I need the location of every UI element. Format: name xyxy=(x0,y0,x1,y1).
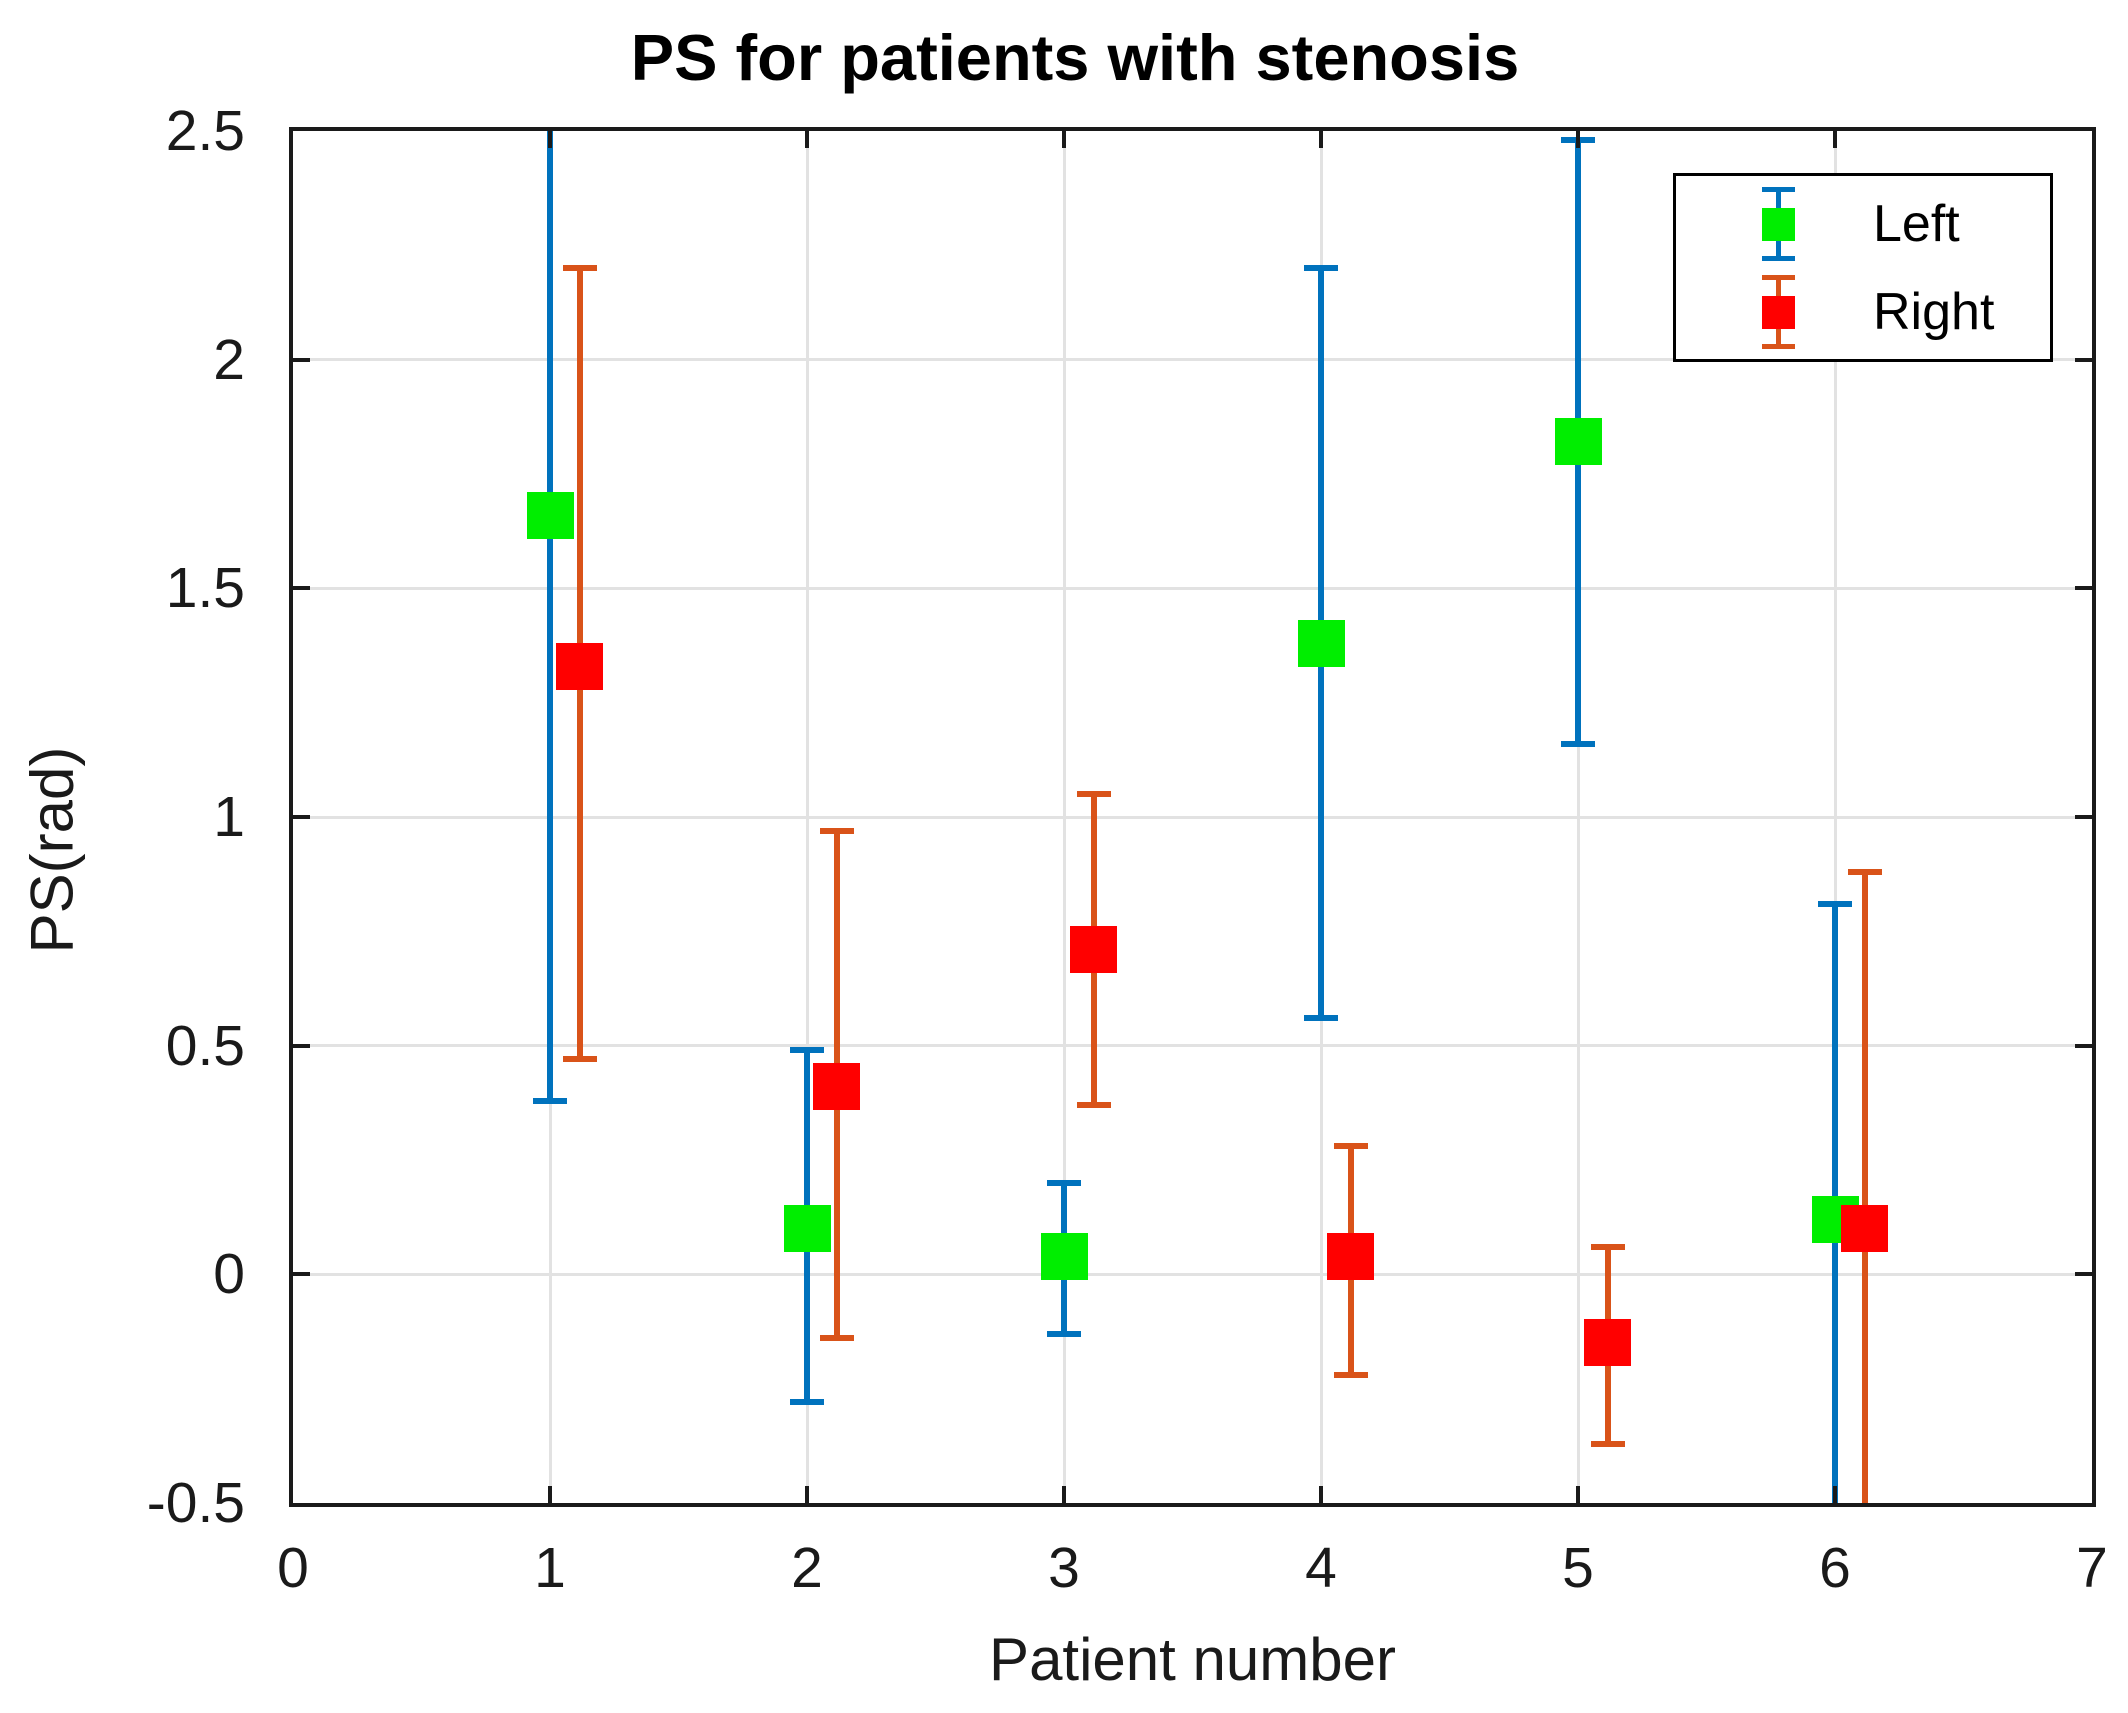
error-bar-cap-lo-right-5 xyxy=(1590,1440,1625,1447)
legend-square-marker xyxy=(1762,295,1795,329)
x-tick-top-5 xyxy=(1576,131,1580,148)
marker-left-patient-2 xyxy=(783,1205,831,1253)
x-tick-top-3 xyxy=(1062,131,1066,148)
gridline-y-1 xyxy=(293,815,2092,819)
x-tick-label-0: 0 xyxy=(277,1536,309,1600)
y-tick-left-0.5 xyxy=(293,1043,310,1048)
marker-right-patient-1 xyxy=(556,642,604,690)
marker-left-patient-5 xyxy=(1554,418,1602,466)
legend-item-right: Right xyxy=(1676,268,2050,356)
marker-right-patient-3 xyxy=(1070,926,1118,974)
y-tick-label-0: 0 xyxy=(213,1242,245,1307)
x-tick-label-7: 7 xyxy=(2076,1536,2108,1600)
y-axis-label: PS(rad) xyxy=(18,746,86,954)
marker-left-patient-1 xyxy=(526,491,574,539)
x-tick-bottom-5 xyxy=(1576,1486,1580,1503)
y-tick-right-0 xyxy=(2075,1272,2092,1277)
legend-label-right: Right xyxy=(1873,283,1995,341)
x-tick-top-4 xyxy=(1319,131,1323,148)
marker-left-patient-4 xyxy=(1297,619,1345,667)
x-tick-label-4: 4 xyxy=(1305,1536,1337,1600)
x-tick-bottom-4 xyxy=(1319,1486,1323,1503)
x-tick-label-5: 5 xyxy=(1562,1536,1594,1600)
legend-label-left: Left xyxy=(1873,195,1960,253)
y-tick-left-1 xyxy=(293,815,310,819)
x-tick-bottom-6 xyxy=(1833,1486,1837,1503)
y-tick-label-2.5: 2.5 xyxy=(165,99,245,163)
x-tick-label-3: 3 xyxy=(1048,1536,1080,1600)
error-bar-cap-hi-right-6 xyxy=(1847,868,1882,875)
marker-right-patient-4 xyxy=(1327,1232,1375,1280)
error-bar-cap-lo-left-5 xyxy=(1561,740,1595,747)
y-tick-left-1.5 xyxy=(293,586,310,591)
error-bar-cap-lo-left-4 xyxy=(1304,1015,1338,1022)
marker-right-patient-2 xyxy=(813,1063,861,1111)
error-bar-cap-lo-right-2 xyxy=(819,1335,854,1342)
legend: Left Right xyxy=(1673,173,2053,362)
y-tick-label-1: 1 xyxy=(213,785,245,849)
gridline-y-2 xyxy=(293,358,2092,362)
legend-errorbar-cap-top xyxy=(1762,275,1795,280)
legend-marker-left xyxy=(1762,187,1795,261)
y-tick-right-1.5 xyxy=(2075,586,2092,591)
x-tick-bottom-1 xyxy=(548,1486,552,1503)
y-tick-right-0.5 xyxy=(2075,1043,2092,1048)
error-bar-cap-hi-right-2 xyxy=(819,827,854,834)
error-bar-stem-left-1 xyxy=(547,131,553,1101)
gridline-y-0.5 xyxy=(293,1044,2092,1048)
gridline-y-0 xyxy=(293,1272,2092,1276)
error-bar-cap-hi-left-4 xyxy=(1304,265,1338,272)
y-tick-left-2 xyxy=(293,357,310,362)
error-bar-stem-right-6 xyxy=(1861,871,1868,1503)
y-tick-label-0.5: 0.5 xyxy=(165,1013,245,1078)
marker-right-patient-5 xyxy=(1584,1319,1632,1367)
x-tick-label-1: 1 xyxy=(534,1536,566,1600)
legend-errorbar-cap-bottom xyxy=(1762,344,1795,349)
y-tick-label-1.5: 1.5 xyxy=(165,556,245,621)
x-tick-label-2: 2 xyxy=(791,1536,823,1600)
error-bar-cap-hi-left-2 xyxy=(790,1047,824,1054)
error-bar-cap-lo-left-3 xyxy=(1047,1330,1081,1337)
x-tick-bottom-2 xyxy=(805,1486,809,1503)
error-bar-cap-lo-left-2 xyxy=(790,1399,824,1406)
marker-right-patient-6 xyxy=(1841,1205,1889,1253)
y-tick-label--0.5: -0.5 xyxy=(146,1471,245,1535)
gridline-y-1.5 xyxy=(293,586,2092,590)
legend-marker-right xyxy=(1762,275,1795,349)
legend-errorbar-cap-top xyxy=(1762,187,1795,192)
x-tick-top-6 xyxy=(1833,131,1837,148)
legend-square-marker xyxy=(1762,207,1795,241)
x-axis-label: Patient number xyxy=(989,1626,1396,1693)
x-tick-top-1 xyxy=(548,131,552,148)
y-tick-right-2 xyxy=(2075,357,2092,362)
y-tick-label-2: 2 xyxy=(213,327,245,392)
y-tick-right-1 xyxy=(2075,815,2092,819)
error-bar-cap-lo-left-1 xyxy=(533,1097,567,1104)
x-tick-bottom-3 xyxy=(1062,1486,1066,1503)
x-tick-top-2 xyxy=(805,131,809,148)
error-bar-cap-hi-right-1 xyxy=(562,265,597,272)
error-bar-cap-lo-right-3 xyxy=(1076,1102,1111,1109)
error-bar-cap-hi-right-5 xyxy=(1590,1243,1625,1250)
error-bar-cap-lo-right-4 xyxy=(1333,1371,1368,1378)
error-bar-cap-hi-right-3 xyxy=(1076,791,1111,798)
x-tick-label-6: 6 xyxy=(1819,1536,1851,1600)
chart-title: PS for patients with stenosis xyxy=(630,21,1520,94)
error-bar-cap-lo-right-1 xyxy=(562,1056,597,1063)
marker-left-patient-3 xyxy=(1040,1232,1088,1280)
y-tick-left-0 xyxy=(293,1272,310,1277)
legend-item-left: Left xyxy=(1676,180,2050,268)
error-bar-cap-hi-left-6 xyxy=(1818,900,1852,907)
error-bar-cap-hi-left-3 xyxy=(1047,1179,1081,1186)
error-bar-cap-hi-right-4 xyxy=(1333,1143,1368,1150)
legend-errorbar-cap-bottom xyxy=(1762,256,1795,261)
